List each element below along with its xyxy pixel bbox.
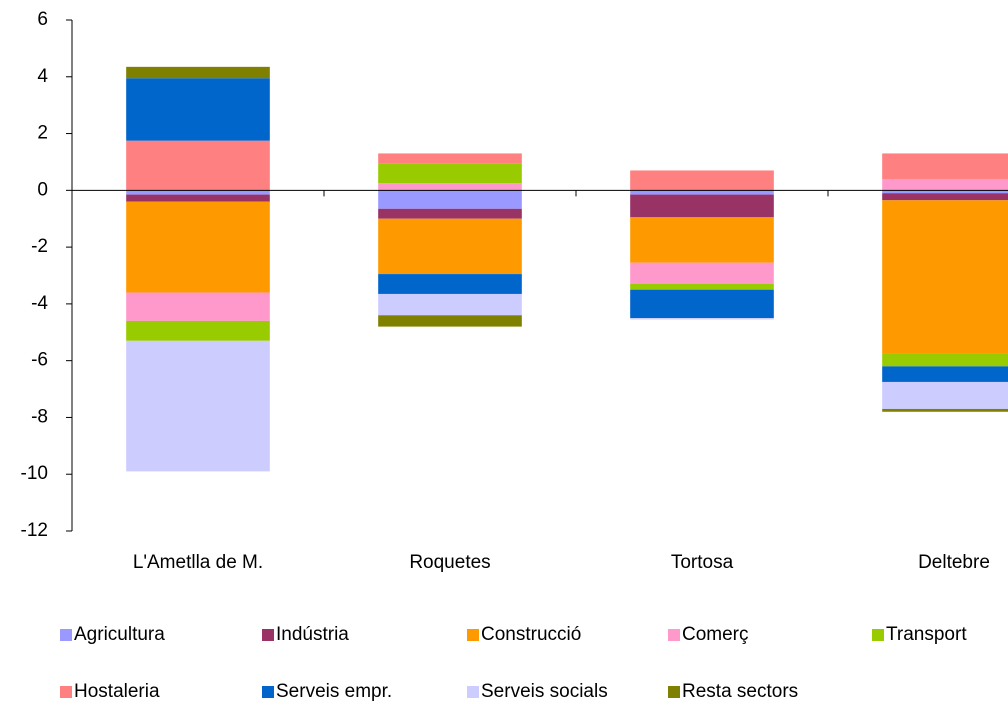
bar-segment xyxy=(882,190,1008,194)
legend-swatch xyxy=(668,686,680,698)
bar-segment xyxy=(378,315,522,327)
y-tick-label: -8 xyxy=(31,406,48,427)
legend-swatch xyxy=(262,686,274,698)
legend-swatch xyxy=(60,629,72,641)
x-tick-label: Tortosa xyxy=(671,552,734,573)
bar-segment xyxy=(378,163,522,184)
legend-swatch xyxy=(60,686,72,698)
bar-segment xyxy=(378,190,522,209)
legend-swatch xyxy=(872,629,884,641)
y-tick-label: 2 xyxy=(37,123,48,144)
bar-segment xyxy=(882,366,1008,382)
bar-segment xyxy=(126,201,270,293)
bar-segment xyxy=(882,353,1008,367)
legend-label: Hostaleria xyxy=(74,681,160,702)
x-tick-label: Roquetes xyxy=(409,552,490,573)
bar-segment xyxy=(882,408,1008,412)
bar-segment xyxy=(378,183,522,191)
bar-segment xyxy=(882,200,1008,354)
x-tick-label: Deltebre xyxy=(918,552,990,573)
legend-label: Transport xyxy=(886,624,967,645)
bar-segment xyxy=(630,170,774,191)
bar-segment xyxy=(630,217,774,263)
bar-segment xyxy=(630,262,774,285)
bar-segment xyxy=(630,289,774,319)
bar-segment xyxy=(630,284,774,290)
bar-segment xyxy=(882,153,1008,179)
legend-swatch xyxy=(467,686,479,698)
legend-label: Resta sectors xyxy=(682,681,798,702)
bar-segment xyxy=(126,66,270,79)
y-tick-label: 0 xyxy=(37,179,48,200)
legend-swatch xyxy=(262,629,274,641)
bar-segment xyxy=(126,140,270,191)
bar-segment xyxy=(630,190,774,195)
bar-segment xyxy=(126,340,270,472)
legend-label: Agricultura xyxy=(74,624,165,645)
legend-swatch xyxy=(467,629,479,641)
bar-segment xyxy=(126,190,270,195)
y-tick-label: -6 xyxy=(31,350,48,371)
y-tick-label: -2 xyxy=(31,236,48,257)
bar-segment xyxy=(126,292,270,321)
bar-segment xyxy=(126,320,270,341)
bar-segment xyxy=(378,208,522,219)
bar-segment xyxy=(882,193,1008,201)
bar-segment xyxy=(378,293,522,316)
bar-segment xyxy=(126,78,270,141)
y-tick-label: 6 xyxy=(37,9,48,30)
bar-segment xyxy=(882,178,1008,191)
legend-label: Construcció xyxy=(481,624,581,645)
bar-segment xyxy=(630,318,774,320)
bar-segment xyxy=(882,381,1008,409)
bar-segment xyxy=(378,218,522,275)
legend-label: Comerç xyxy=(682,624,749,645)
y-tick-label: -10 xyxy=(21,463,48,484)
legend-label: Indústria xyxy=(276,624,349,645)
x-tick-label: L'Ametlla de M. xyxy=(133,552,263,573)
y-tick-label: 4 xyxy=(37,66,48,87)
bar-segment xyxy=(378,274,522,294)
y-tick-label: -4 xyxy=(31,293,48,314)
bar-segment xyxy=(126,194,270,202)
legend-swatch xyxy=(668,629,680,641)
bar-segment xyxy=(378,153,522,164)
y-tick-label: -12 xyxy=(21,520,48,541)
bar-segment xyxy=(630,194,774,218)
legend-label: Serveis socials xyxy=(481,681,608,702)
legend-label: Serveis empr. xyxy=(276,681,392,702)
